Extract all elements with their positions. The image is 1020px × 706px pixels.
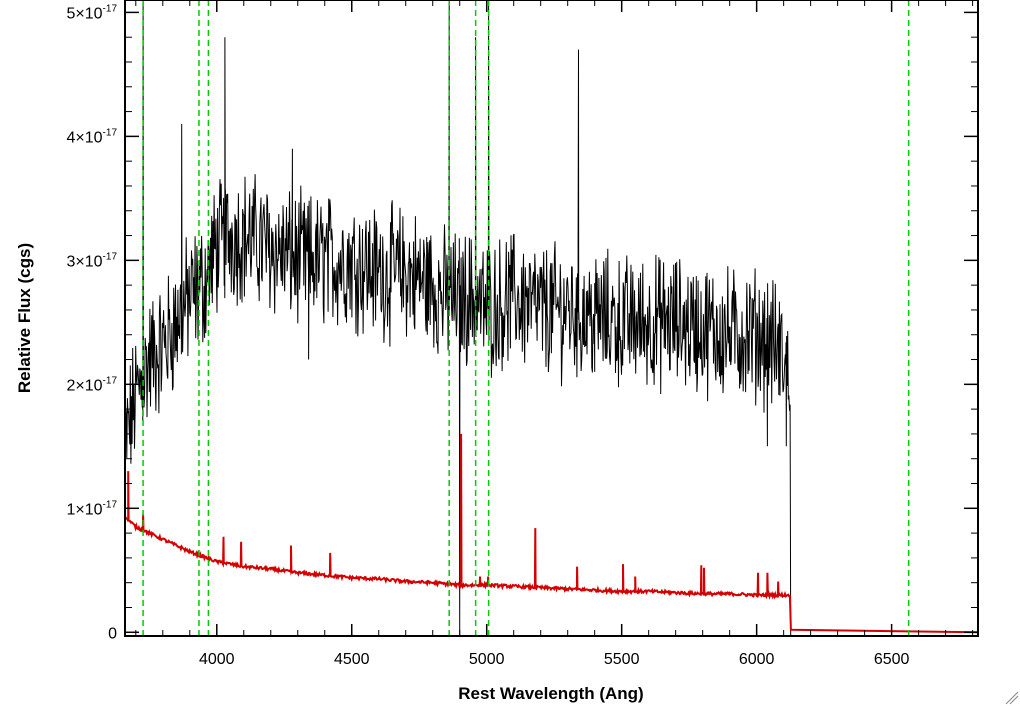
x-tick-label: 5500	[604, 651, 640, 668]
spectrum-line	[124, 0, 792, 638]
x-axis-title: Rest Wavelength (Ang)	[458, 684, 643, 703]
axis-ticks	[125, 0, 978, 636]
y-tick-label: 5×10-17	[67, 3, 118, 22]
y-tick-label: 3×10-17	[67, 251, 118, 270]
x-tick-label: 6000	[739, 651, 775, 668]
model-line	[124, 433, 979, 634]
y-tick-label: 2×10-17	[67, 375, 118, 394]
x-tick-label: 4000	[199, 651, 235, 668]
y-tick-label: 4×10-17	[67, 127, 118, 146]
x-tick-label: 5000	[469, 651, 505, 668]
x-tick-label: 6500	[874, 651, 910, 668]
resize-grip-icon[interactable]	[1005, 691, 1019, 705]
plot-frame	[124, 0, 979, 637]
series-layer	[124, 0, 979, 638]
y-axis-title: Relative Flux (cgs)	[15, 243, 34, 393]
tick-labels: 4000 4500 5000 5500 6000 6500 0 1×10-17 2×10-17 3…	[67, 3, 910, 668]
vertical-marker-layer	[142, 0, 910, 636]
y-tick-label: 0	[108, 625, 117, 642]
x-tick-label: 4500	[334, 651, 370, 668]
y-tick-label: 1×10-17	[67, 499, 118, 518]
